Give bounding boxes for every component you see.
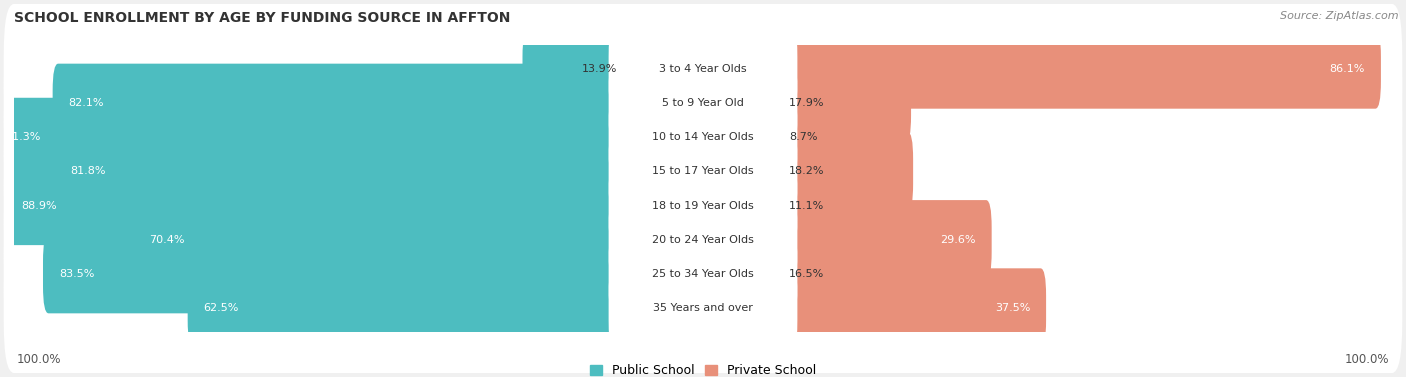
Text: 17.9%: 17.9% xyxy=(789,98,824,108)
Text: 29.6%: 29.6% xyxy=(941,234,976,245)
FancyBboxPatch shape xyxy=(0,98,630,177)
FancyBboxPatch shape xyxy=(4,106,1402,237)
FancyBboxPatch shape xyxy=(776,200,991,279)
FancyBboxPatch shape xyxy=(523,29,630,109)
Text: 20 to 24 Year Olds: 20 to 24 Year Olds xyxy=(652,234,754,245)
Text: 88.9%: 88.9% xyxy=(21,201,58,211)
Text: 91.3%: 91.3% xyxy=(6,132,41,143)
Legend: Public School, Private School: Public School, Private School xyxy=(589,364,817,377)
FancyBboxPatch shape xyxy=(776,166,865,245)
FancyBboxPatch shape xyxy=(4,208,1402,339)
Text: 70.4%: 70.4% xyxy=(149,234,184,245)
Text: 10 to 14 Year Olds: 10 to 14 Year Olds xyxy=(652,132,754,143)
FancyBboxPatch shape xyxy=(609,187,797,293)
FancyBboxPatch shape xyxy=(187,268,630,348)
Text: 16.5%: 16.5% xyxy=(789,269,824,279)
FancyBboxPatch shape xyxy=(776,98,848,177)
Text: 5 to 9 Year Old: 5 to 9 Year Old xyxy=(662,98,744,108)
Text: 100.0%: 100.0% xyxy=(17,353,62,366)
Text: 11.1%: 11.1% xyxy=(789,201,824,211)
FancyBboxPatch shape xyxy=(4,38,1402,169)
FancyBboxPatch shape xyxy=(609,84,797,190)
FancyBboxPatch shape xyxy=(609,118,797,225)
FancyBboxPatch shape xyxy=(609,255,797,361)
Text: 18.2%: 18.2% xyxy=(789,166,824,176)
Text: 62.5%: 62.5% xyxy=(204,303,239,313)
FancyBboxPatch shape xyxy=(4,140,1402,271)
Text: 25 to 34 Year Olds: 25 to 34 Year Olds xyxy=(652,269,754,279)
Text: 86.1%: 86.1% xyxy=(1330,64,1365,74)
FancyBboxPatch shape xyxy=(4,72,1402,202)
Text: Source: ZipAtlas.com: Source: ZipAtlas.com xyxy=(1281,11,1399,21)
Text: SCHOOL ENROLLMENT BY AGE BY FUNDING SOURCE IN AFFTON: SCHOOL ENROLLMENT BY AGE BY FUNDING SOUR… xyxy=(14,11,510,25)
Text: 13.9%: 13.9% xyxy=(582,64,617,74)
Text: 82.1%: 82.1% xyxy=(69,98,104,108)
FancyBboxPatch shape xyxy=(52,64,630,143)
FancyBboxPatch shape xyxy=(776,132,912,211)
Text: 83.5%: 83.5% xyxy=(59,269,94,279)
FancyBboxPatch shape xyxy=(6,166,630,245)
FancyBboxPatch shape xyxy=(609,152,797,259)
FancyBboxPatch shape xyxy=(776,234,901,313)
Text: 100.0%: 100.0% xyxy=(1344,353,1389,366)
Text: 37.5%: 37.5% xyxy=(995,303,1031,313)
FancyBboxPatch shape xyxy=(4,243,1402,373)
FancyBboxPatch shape xyxy=(776,268,1046,348)
FancyBboxPatch shape xyxy=(134,200,630,279)
FancyBboxPatch shape xyxy=(609,50,797,156)
FancyBboxPatch shape xyxy=(609,16,797,122)
Text: 81.8%: 81.8% xyxy=(70,166,105,176)
FancyBboxPatch shape xyxy=(776,64,911,143)
Text: 35 Years and over: 35 Years and over xyxy=(652,303,754,313)
FancyBboxPatch shape xyxy=(44,234,630,313)
FancyBboxPatch shape xyxy=(609,221,797,327)
FancyBboxPatch shape xyxy=(776,29,1381,109)
Text: 3 to 4 Year Olds: 3 to 4 Year Olds xyxy=(659,64,747,74)
FancyBboxPatch shape xyxy=(4,4,1402,134)
Text: 8.7%: 8.7% xyxy=(789,132,818,143)
FancyBboxPatch shape xyxy=(4,175,1402,305)
FancyBboxPatch shape xyxy=(55,132,630,211)
Text: 15 to 17 Year Olds: 15 to 17 Year Olds xyxy=(652,166,754,176)
Text: 18 to 19 Year Olds: 18 to 19 Year Olds xyxy=(652,201,754,211)
